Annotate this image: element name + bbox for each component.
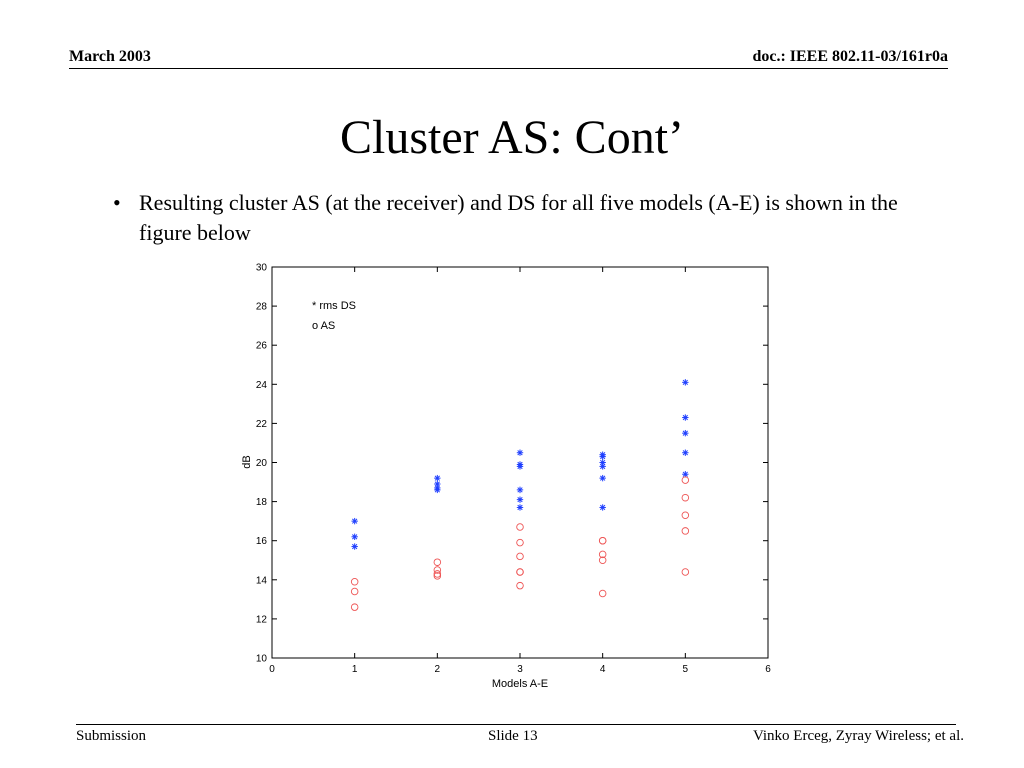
point-as xyxy=(433,572,442,580)
footer-rule xyxy=(76,724,956,725)
y-axis-label: dB xyxy=(241,455,253,468)
y-tick-label: 16 xyxy=(256,536,268,547)
point-as xyxy=(681,568,690,576)
header-date: March 2003 xyxy=(69,48,151,65)
point-as xyxy=(516,552,524,561)
point-as xyxy=(681,511,690,520)
point-rms-ds xyxy=(516,463,524,470)
legend: * rms DS o AS xyxy=(312,300,356,332)
x-tick-label: 0 xyxy=(269,664,275,675)
point-as xyxy=(598,589,607,598)
bullet-item: • Resulting cluster AS (at the receiver)… xyxy=(113,188,913,248)
point-rms-ds xyxy=(599,474,606,482)
y-tick-label: 12 xyxy=(256,614,268,625)
y-tick-label: 30 xyxy=(256,263,268,274)
legend-entry-rms-ds: * rms DS xyxy=(312,300,356,312)
point-rms-ds xyxy=(516,504,524,511)
point-rms-ds xyxy=(682,449,689,456)
footer-submission: Submission xyxy=(76,728,147,744)
point-rms-ds xyxy=(516,486,524,494)
data-points xyxy=(350,379,690,611)
point-rms-ds xyxy=(682,379,689,386)
point-as xyxy=(516,581,524,590)
header-doc-id: doc.: IEEE 802.11-03/161r0a xyxy=(752,48,948,65)
point-as xyxy=(681,527,690,535)
y-tick-label: 10 xyxy=(256,654,268,665)
point-rms-ds xyxy=(351,517,358,525)
x-tick-label: 1 xyxy=(352,664,358,675)
chart-figure: 0 1 2 3 4 5 6 10 12 14 16 18 20 22 24 26 28 30 * rms DS o… xyxy=(232,255,792,695)
point-rms-ds xyxy=(434,480,441,488)
point-as xyxy=(516,523,524,531)
point-as xyxy=(681,476,690,484)
x-tick-label: 2 xyxy=(435,664,441,675)
legend-entry-as: o AS xyxy=(312,320,335,332)
y-tick-label: 20 xyxy=(256,458,268,469)
point-rms-ds xyxy=(599,453,606,460)
point-rms-ds xyxy=(516,449,524,456)
point-rms-ds xyxy=(599,459,606,466)
header-rule xyxy=(69,68,948,69)
point-as xyxy=(598,550,607,559)
x-tick-label: 5 xyxy=(683,664,689,675)
point-rms-ds xyxy=(434,486,441,494)
y-tick-label: 26 xyxy=(256,341,268,352)
y-tick-label: 22 xyxy=(256,419,268,430)
point-as xyxy=(516,538,524,547)
y-tick-label: 18 xyxy=(256,497,268,508)
point-as xyxy=(350,578,359,586)
point-as xyxy=(598,536,607,545)
point-as xyxy=(681,493,690,502)
y-tick-label: 28 xyxy=(256,302,268,313)
point-rms-ds xyxy=(682,429,689,437)
bullet-text: Resulting cluster AS (at the receiver) a… xyxy=(139,190,898,245)
y-tick-label: 24 xyxy=(256,380,268,391)
point-rms-ds xyxy=(434,474,441,482)
point-rms-ds xyxy=(516,496,524,503)
point-as xyxy=(350,587,359,596)
slide-title: Cluster AS: Cont’ xyxy=(339,111,685,164)
point-rms-ds xyxy=(599,463,606,470)
point-as xyxy=(433,570,442,578)
y-tick-label: 14 xyxy=(256,575,268,586)
point-rms-ds xyxy=(351,533,358,540)
point-rms-ds xyxy=(351,543,358,550)
point-rms-ds xyxy=(599,504,606,511)
point-as xyxy=(598,556,607,565)
point-as xyxy=(516,568,524,576)
x-tick-label: 6 xyxy=(765,664,771,675)
x-axis-label: Models A-E xyxy=(492,678,548,690)
bullet-marker: • xyxy=(113,190,121,215)
x-tick-label: 3 xyxy=(517,664,523,675)
point-as xyxy=(433,558,442,566)
footer-slide-number: Slide 13 xyxy=(488,728,538,744)
point-as xyxy=(350,603,359,611)
point-as xyxy=(433,566,442,574)
point-rms-ds xyxy=(682,414,689,421)
footer-authors: Vinko Erceg, Zyray Wireless; et al. xyxy=(752,728,964,744)
x-tick-label: 4 xyxy=(600,664,606,675)
